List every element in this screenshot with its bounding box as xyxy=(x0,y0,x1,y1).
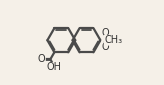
Text: OH: OH xyxy=(46,62,61,72)
Text: O: O xyxy=(102,28,109,38)
Text: CH₃: CH₃ xyxy=(104,35,122,45)
Text: O: O xyxy=(102,42,109,52)
Text: S: S xyxy=(102,35,109,45)
Text: O: O xyxy=(38,54,45,64)
